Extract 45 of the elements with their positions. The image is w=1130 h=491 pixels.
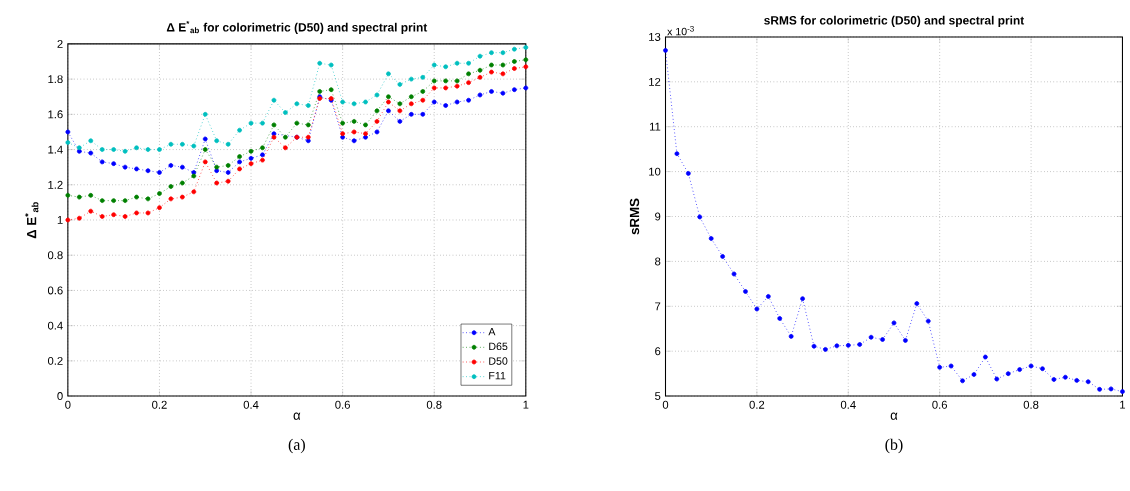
x-axis-title: α: [293, 412, 301, 420]
x-tick-label: 0.2: [152, 400, 167, 409]
x-tick-label: 0.6: [335, 400, 350, 409]
y-tick-label: 6: [655, 347, 661, 356]
text: x 10$^{-3}$: [667, 25, 694, 36]
chart-title: Δ E$^{*}$$_{ab}$ for colorimetric (D50) and spectral print: [166, 20, 428, 34]
x-tick-label: 0.8: [426, 400, 442, 409]
x-tick-label: 0.4: [243, 400, 259, 409]
y-tick-label: 12: [649, 77, 661, 86]
y-tick-label: 0.8: [47, 251, 63, 260]
y-axis-title: sRMS: [629, 198, 640, 235]
y-tick-label: 0.2: [47, 356, 63, 365]
x-tick-label: 1: [1120, 400, 1126, 409]
y-tick-label: 0.4: [47, 321, 63, 330]
y-tick-label: 1.8: [48, 75, 63, 84]
x-tick-label: 0.6: [932, 400, 948, 409]
y-tick-label: 1.2: [48, 180, 63, 189]
y-tick-label: 13: [649, 33, 661, 41]
y-tick-label: 7: [655, 302, 661, 311]
text: (a): [288, 438, 305, 454]
legend-label: A: [488, 328, 496, 336]
y-tick-label: 1.6: [48, 110, 63, 119]
x-tick-label: 1: [523, 400, 529, 409]
chart-title: sRMS for colorimetric (D50) and spectral print: [764, 15, 1025, 27]
y-tick-label: 1.4: [48, 145, 63, 154]
y-tick-label: 2: [57, 40, 63, 48]
x-tick-label: 0: [65, 400, 71, 409]
x-axis-title: α: [890, 412, 898, 420]
x-tick-label: 0: [662, 400, 669, 409]
y-tick-label: 0: [57, 392, 63, 401]
y-tick-label: 10: [649, 167, 661, 176]
y-tick-label: 1: [57, 216, 63, 224]
text: (b): [885, 438, 903, 454]
y-tick-label: 9: [655, 212, 661, 221]
y-tick-label: 5: [655, 392, 661, 401]
y-axis-title: Δ E$^{*}$ab: [24, 202, 39, 239]
x-tick-label: 0.8: [1023, 400, 1039, 409]
x-tick-label: 0.2: [749, 400, 765, 409]
legend-label: F11: [489, 372, 506, 380]
y-tick-label: 0.6: [47, 286, 63, 295]
y-tick-label: 8: [655, 257, 661, 266]
legend-label: D50: [489, 357, 508, 365]
legend-label: D65: [489, 342, 508, 351]
y-tick-label: 11: [649, 122, 661, 131]
x-tick-label: 0.4: [840, 400, 856, 409]
